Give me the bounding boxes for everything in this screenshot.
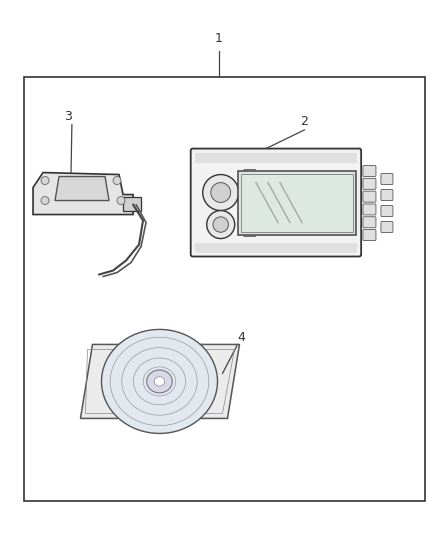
Bar bbox=[123, 197, 141, 211]
FancyBboxPatch shape bbox=[381, 174, 393, 184]
FancyBboxPatch shape bbox=[363, 204, 376, 215]
Text: 1: 1 bbox=[215, 33, 223, 45]
FancyBboxPatch shape bbox=[363, 179, 376, 189]
FancyBboxPatch shape bbox=[244, 183, 256, 195]
FancyBboxPatch shape bbox=[244, 212, 256, 223]
FancyBboxPatch shape bbox=[244, 198, 256, 208]
Ellipse shape bbox=[102, 329, 218, 433]
Text: 2: 2 bbox=[300, 115, 308, 128]
Bar bbox=[241, 174, 353, 231]
Polygon shape bbox=[81, 344, 240, 418]
Circle shape bbox=[211, 183, 231, 203]
Bar bbox=[238, 171, 356, 235]
Circle shape bbox=[113, 176, 121, 184]
Text: 4: 4 bbox=[237, 331, 245, 344]
FancyBboxPatch shape bbox=[363, 166, 376, 176]
Circle shape bbox=[213, 217, 229, 232]
Ellipse shape bbox=[154, 377, 165, 386]
FancyBboxPatch shape bbox=[363, 230, 376, 240]
FancyBboxPatch shape bbox=[363, 191, 376, 202]
Circle shape bbox=[117, 197, 125, 205]
FancyBboxPatch shape bbox=[244, 225, 256, 237]
Ellipse shape bbox=[147, 370, 172, 393]
Circle shape bbox=[41, 176, 49, 184]
Polygon shape bbox=[33, 173, 133, 215]
FancyBboxPatch shape bbox=[191, 149, 361, 256]
FancyBboxPatch shape bbox=[381, 206, 393, 216]
FancyBboxPatch shape bbox=[244, 169, 256, 181]
Circle shape bbox=[203, 174, 239, 211]
Bar bbox=[195, 243, 357, 253]
Polygon shape bbox=[55, 176, 109, 200]
FancyBboxPatch shape bbox=[381, 190, 393, 200]
FancyBboxPatch shape bbox=[381, 222, 393, 232]
Bar bbox=[195, 152, 357, 163]
Circle shape bbox=[207, 211, 235, 239]
Circle shape bbox=[41, 197, 49, 205]
FancyBboxPatch shape bbox=[363, 217, 376, 228]
Text: 3: 3 bbox=[64, 110, 72, 123]
Bar bbox=[24, 77, 425, 501]
